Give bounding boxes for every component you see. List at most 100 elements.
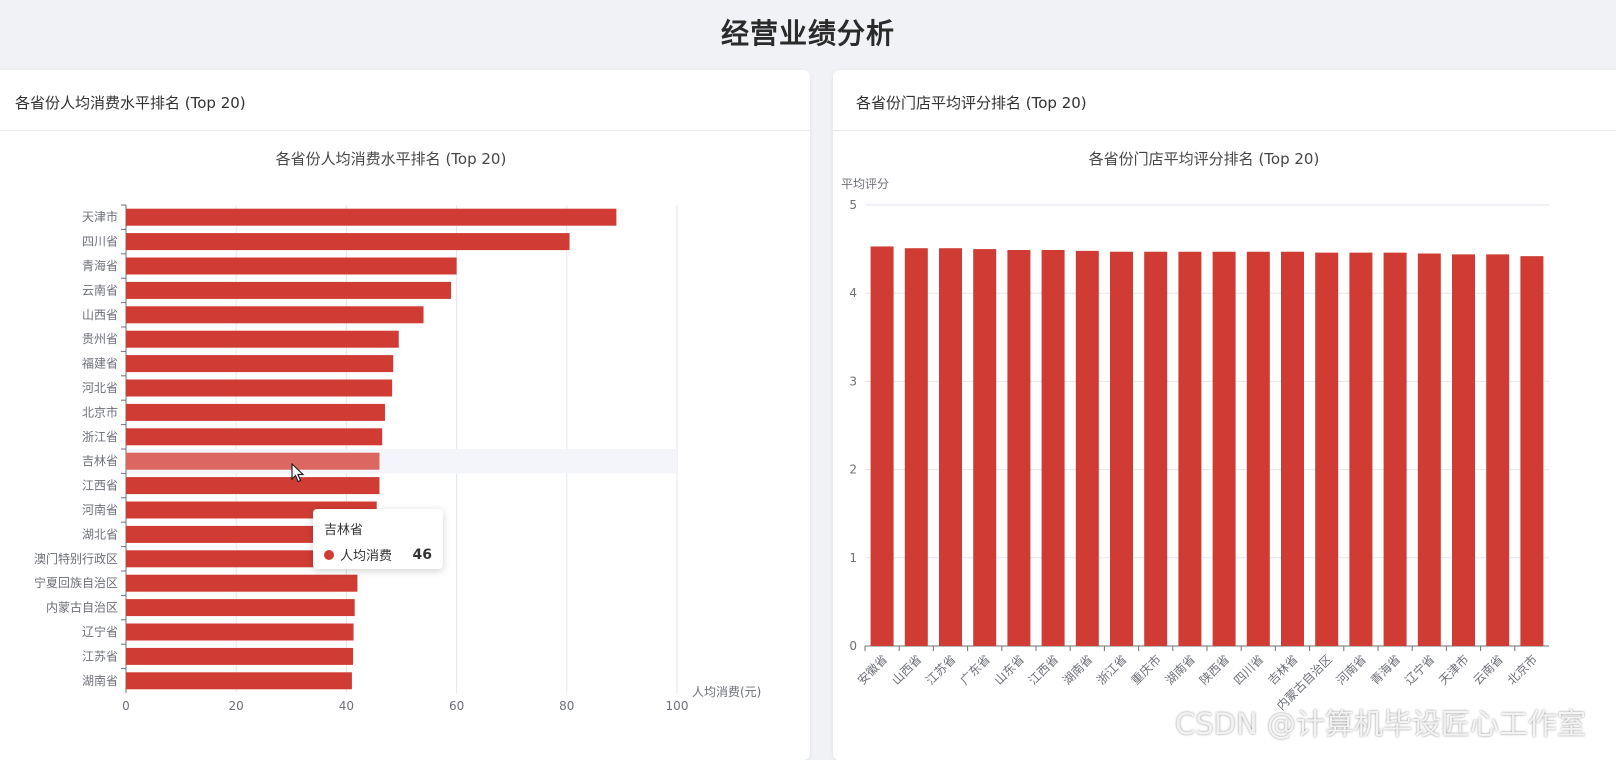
x-tick-label: 山西省: [889, 652, 924, 687]
watermark: CSDN @计算机毕设匠心工作室: [1175, 707, 1586, 741]
bar: [126, 355, 394, 373]
bar: [126, 647, 354, 665]
bar: [126, 525, 374, 543]
y-tick-label: 河北省: [82, 381, 118, 395]
x-tick-label: 80: [559, 699, 574, 713]
mouse-cursor-icon: [291, 463, 305, 483]
bar: [126, 403, 385, 421]
x-tick-label: 云南省: [1470, 652, 1506, 688]
bar: [1041, 249, 1065, 646]
rating-bar-chart[interactable]: 各省份门店平均评分排名 (Top 20) 平均评分 0 1 2 3 4 5 安徽省山西省江苏省广…: [833, 0, 1616, 744]
x-tick-label: 江西省: [1026, 652, 1061, 687]
tooltip-series-name: 人均消费: [340, 549, 393, 564]
y-tick-label: 湖南省: [82, 673, 118, 688]
x-tick-label: 辽宁省: [1401, 652, 1437, 688]
y-tick-label: 1: [849, 551, 857, 565]
x-tick-label: 广东省: [957, 652, 992, 687]
bar: [1452, 254, 1475, 646]
bar: [1007, 249, 1031, 646]
x-tick-label: 湖南省: [1059, 652, 1095, 688]
x-tick-label: 60: [449, 699, 464, 713]
bar: [126, 281, 452, 299]
x-tick-label: 湖南省: [1162, 652, 1198, 688]
x-tick-label: 河南省: [1333, 652, 1369, 688]
tooltip-value: 46: [412, 546, 432, 563]
y-tick-label: 山西省: [82, 308, 118, 322]
bar: [904, 248, 928, 646]
y-tick-label: 江西省: [82, 479, 118, 493]
y-tick-label: 0: [849, 639, 857, 653]
bar: [1110, 251, 1133, 646]
bar: [1486, 254, 1510, 646]
x-tick-label: 100: [666, 699, 689, 713]
y-tick-label: 2: [849, 463, 857, 477]
bar: [1144, 251, 1168, 646]
x-tick-label: 0: [122, 699, 130, 713]
chart-title: 各省份门店平均评分排名 (Top 20): [1089, 150, 1320, 168]
bar: [1246, 251, 1270, 646]
y-tick-label: 宁夏回族自治区: [34, 575, 118, 590]
x-tick-label: 青海省: [1367, 652, 1403, 688]
bar: [126, 257, 457, 275]
series-dot-icon: [324, 549, 334, 560]
bar: [973, 249, 997, 646]
bar: [126, 233, 570, 251]
bar: [126, 452, 380, 470]
card-header-rating: 各省份门店平均评分排名 (Top 20): [833, 70, 1616, 131]
bar: [126, 599, 355, 617]
y-tick-label: 青海省: [82, 258, 118, 273]
y-tick-label: 吉林省: [82, 454, 118, 468]
y-tick-label: 内蒙古自治区: [46, 600, 118, 615]
page-title: 经营业绩分析: [720, 17, 895, 50]
y-tick-label: 湖北省: [82, 526, 118, 541]
bar: [1075, 250, 1099, 646]
card-header-consumption: 各省份人均消费水平排名 (Top 20): [0, 70, 810, 131]
x-tick-label: 四川省: [1231, 652, 1266, 687]
y-tick-label: 天津市: [82, 209, 118, 224]
bar: [126, 306, 424, 324]
y-tick-label: 北京市: [82, 404, 118, 419]
y-axis-label: 平均评分: [841, 177, 889, 191]
bar: [1315, 252, 1339, 647]
bar: [870, 246, 894, 647]
y-tick-label: 浙江省: [82, 430, 118, 444]
y-tick-label: 4: [849, 286, 857, 300]
x-tick-label: 浙江省: [1094, 652, 1129, 687]
bar: [1178, 251, 1202, 646]
x-tick-label: 江苏省: [923, 652, 958, 687]
x-tick-label: 北京市: [1504, 652, 1540, 688]
y-tick-label: 四川省: [82, 235, 118, 249]
bar: [1417, 253, 1441, 646]
bar: [126, 550, 372, 568]
bar: [1349, 252, 1373, 647]
tooltip-row: 人均消费 46: [324, 545, 432, 564]
bar: [1520, 256, 1544, 646]
x-tick-label: 安徽省: [854, 652, 890, 688]
bar: [1281, 251, 1304, 646]
bar: [1212, 251, 1236, 646]
y-tick-label: 3: [849, 374, 857, 388]
y-tick-label: 5: [849, 198, 857, 212]
bar: [126, 379, 393, 397]
tooltip-title: 吉林省: [324, 523, 364, 538]
x-tick-label: 天津市: [1436, 652, 1472, 688]
bar: [126, 330, 399, 348]
bar: [939, 248, 962, 646]
y-tick-label: 福建省: [82, 356, 118, 371]
x-tick-label: 山东省: [992, 652, 1027, 687]
y-tick-label: 云南省: [82, 282, 118, 297]
y-tick-label: 贵州省: [82, 332, 118, 346]
bar: [126, 208, 617, 226]
x-tick-label: 40: [339, 699, 354, 713]
bar: [126, 623, 354, 641]
bar: [126, 428, 383, 446]
y-tick-label: 澳门特别行政区: [34, 551, 118, 566]
x-tick-label: 20: [229, 699, 244, 713]
x-tick-label: 重庆市: [1128, 652, 1164, 688]
bar: [126, 672, 352, 690]
y-tick-label: 河南省: [82, 502, 118, 517]
y-tick-label: 江苏省: [82, 649, 118, 663]
chart-tooltip: 吉林省 人均消费 46: [313, 509, 443, 569]
bar: [126, 574, 358, 592]
